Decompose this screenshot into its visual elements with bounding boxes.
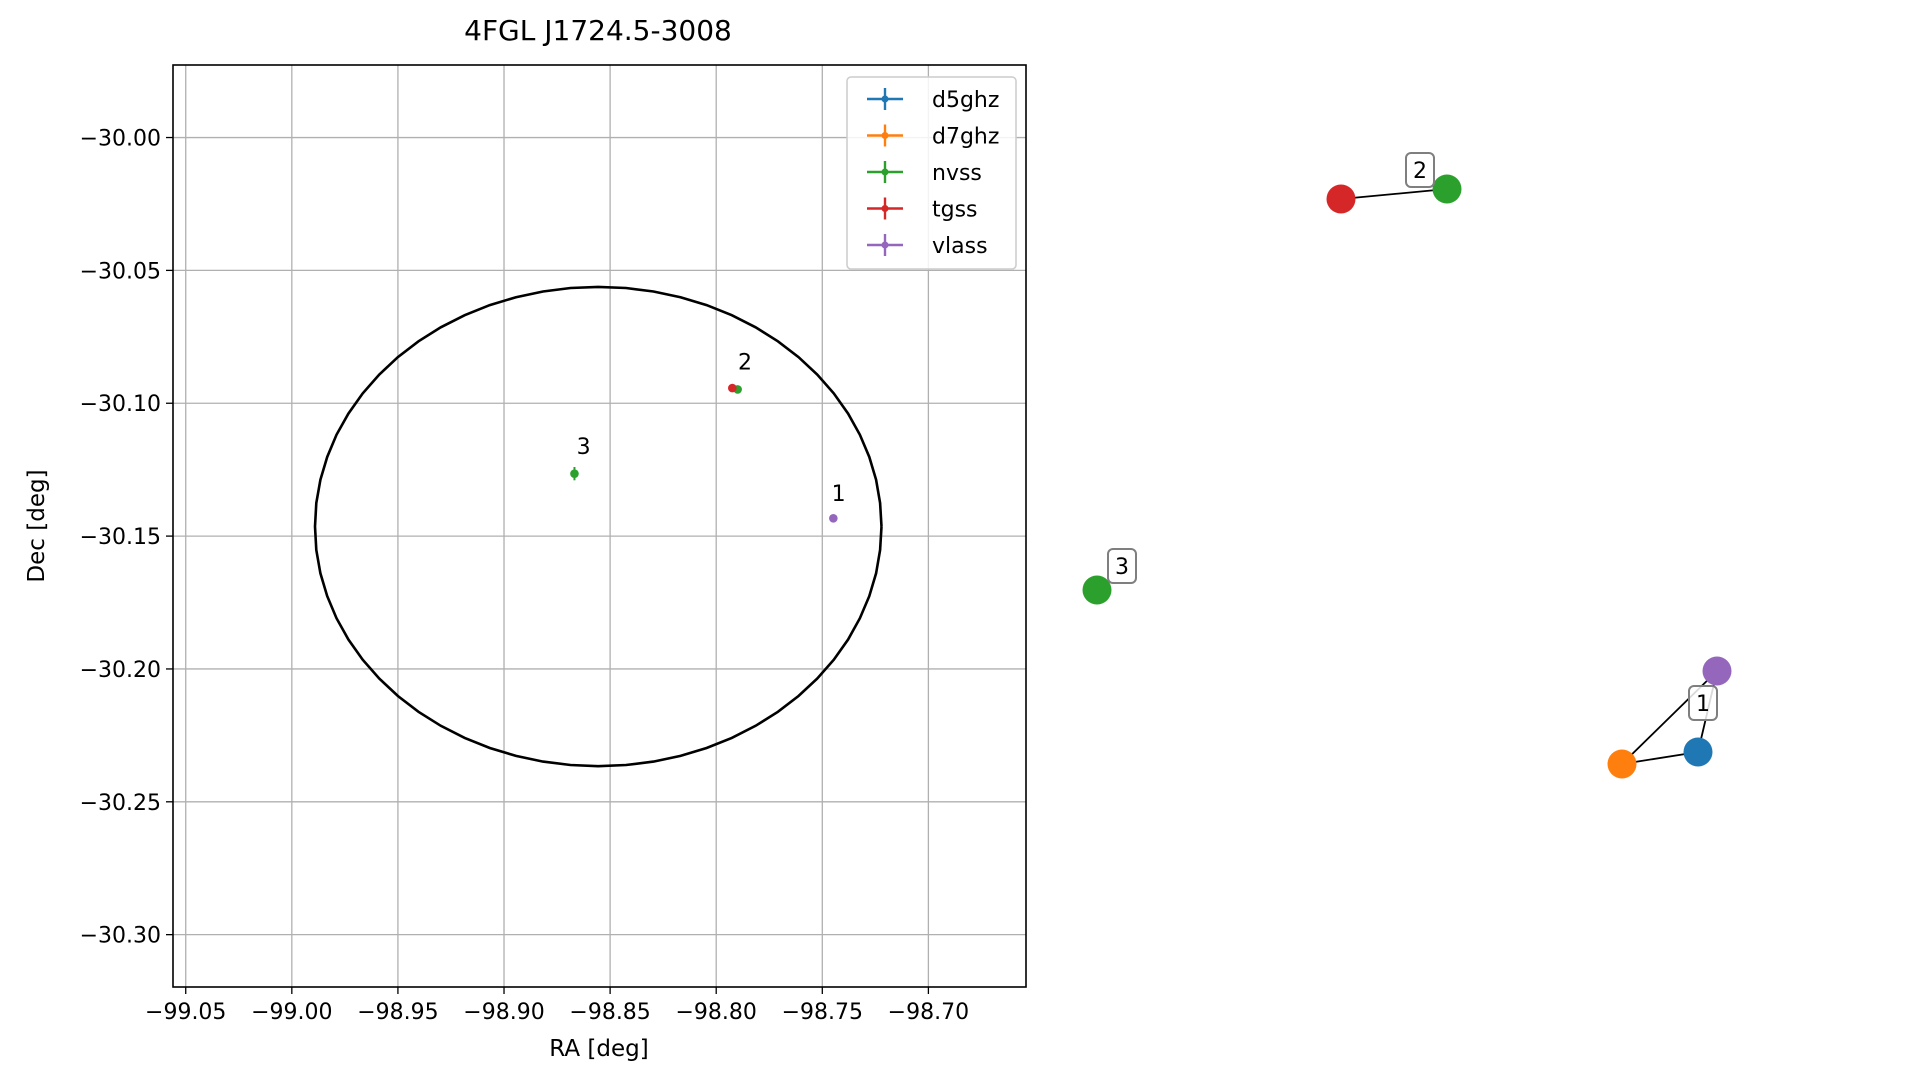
group-label: 1: [1696, 692, 1710, 717]
graph-nodes: [1082, 174, 1732, 779]
data-point-nvss: [570, 469, 579, 478]
y-tick-label: −30.20: [80, 658, 161, 683]
x-tick-label: −98.80: [675, 1000, 756, 1025]
graph-node-d5ghz: [1683, 737, 1713, 767]
legend-label-vlass: vlass: [932, 234, 988, 259]
y-tick-label: −30.10: [80, 392, 161, 417]
legend-marker-d7ghz: [881, 132, 889, 139]
legend-marker-vlass: [881, 241, 889, 249]
legend-marker-d5ghz: [881, 95, 889, 103]
association-graph: 1 2 3: [1082, 152, 1732, 779]
point-annotation: 1: [832, 482, 846, 507]
x-tick-label: −98.95: [357, 1000, 438, 1025]
x-tick-label: −98.75: [782, 1000, 863, 1025]
group-label-box: [1107, 548, 1137, 584]
ellipse-layer: [313, 285, 883, 768]
group-label: 2: [1413, 159, 1427, 184]
data-point-vlass: [829, 513, 838, 523]
y-tick-label: −30.05: [80, 259, 161, 284]
y-axis-label: Dec [deg]: [24, 469, 50, 582]
graph-node-nvss: [1432, 174, 1462, 204]
graph-edge: [1340, 188, 1448, 200]
legend-items: d5ghz d7ghz nvss tgss vlass: [867, 88, 999, 259]
legend-label-tgss: tgss: [932, 198, 978, 223]
grid: [173, 65, 1026, 987]
point-annotations: 1 2 3: [577, 350, 846, 507]
point-annotation: 3: [577, 435, 591, 460]
legend-marker-tgss: [881, 205, 889, 212]
chart-title: 4FGL J1724.5-3008: [464, 14, 732, 47]
legend-label-nvss: nvss: [932, 161, 982, 186]
x-tick-label: −99.05: [145, 1000, 226, 1025]
graph-node-d7ghz: [1607, 749, 1637, 779]
legend-box: [846, 76, 1017, 270]
legend-label-d5ghz: d5ghz: [932, 88, 999, 113]
plot-frame: [172, 64, 1027, 988]
y-tick-label: −30.15: [80, 525, 161, 550]
graph-node-vlass: [1702, 656, 1732, 686]
group-label-box: [1405, 152, 1435, 188]
x-axis-ticks: −99.05 −99.00 −98.95 −98.90 −98.85 −98.80 −98.…: [145, 987, 969, 1025]
y-tick-label: −30.00: [80, 127, 161, 152]
legend-label-d7ghz: d7ghz: [932, 125, 999, 150]
y-tick-label: −30.30: [80, 924, 161, 949]
graph-node-tgss: [1326, 184, 1356, 214]
legend-marker-nvss: [881, 168, 889, 176]
y-axis-ticks: −30.00 −30.05 −30.10 −30.15 −30.20 −30.25 −30.…: [80, 127, 173, 949]
x-tick-label: −99.00: [251, 1000, 332, 1025]
legend: d5ghz d7ghz nvss tgss vlass: [846, 76, 1017, 270]
x-tick-label: −98.70: [888, 1000, 969, 1025]
data-point-tgss: [728, 383, 737, 393]
scatter-plot: 4FGL J1724.5-3008 1 2 3 −99.05 −99.00 −98.95…: [24, 14, 1027, 1062]
y-tick-label: −30.25: [80, 791, 161, 816]
graph-group-labels: 1 2 3: [1107, 152, 1718, 721]
point-annotation: 2: [738, 350, 752, 375]
x-axis-label: RA [deg]: [549, 1036, 648, 1062]
group-label-box: [1688, 685, 1718, 721]
graph-node-nvss: [1082, 575, 1112, 605]
x-tick-label: −98.85: [569, 1000, 650, 1025]
x-tick-label: −98.90: [463, 1000, 544, 1025]
data-points: [570, 383, 838, 523]
localization-ellipse: [313, 285, 883, 768]
group-label: 3: [1115, 555, 1129, 580]
